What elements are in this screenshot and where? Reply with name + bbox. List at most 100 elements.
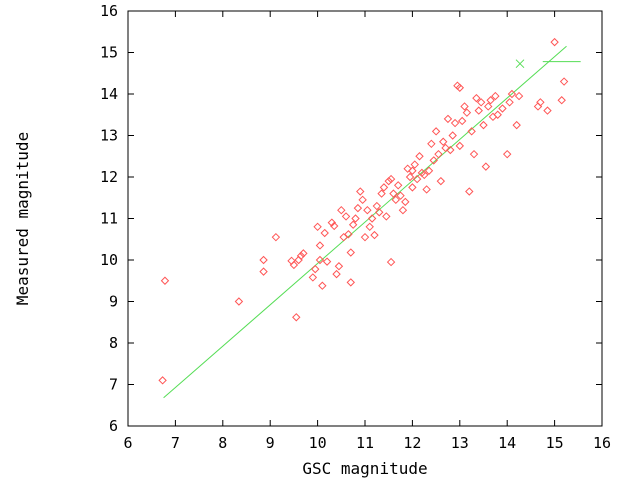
- data-point: [431, 127, 441, 136]
- data-point: [372, 201, 382, 211]
- x-tick-label: 13: [451, 434, 469, 452]
- data-point: [422, 185, 431, 194]
- data-point: [382, 212, 391, 221]
- x-tick-label: 12: [403, 434, 421, 452]
- data-point: [493, 110, 502, 119]
- data-point: [365, 222, 374, 232]
- data-point: [467, 127, 476, 136]
- data-point: [160, 276, 170, 285]
- data-point: [327, 218, 337, 227]
- data-point: [320, 228, 329, 238]
- y-tick-label: 14: [100, 85, 118, 103]
- data-point: [479, 120, 488, 130]
- data-point: [315, 241, 325, 250]
- data-point: [536, 98, 545, 107]
- data-point: [384, 176, 393, 186]
- y-axis-label: Measured magnitude: [13, 132, 32, 305]
- data-point: [441, 143, 450, 153]
- data-point: [476, 98, 486, 107]
- y-tick-label: 16: [100, 2, 118, 20]
- data-point: [559, 77, 569, 86]
- y-tick-label: 12: [100, 168, 118, 186]
- data-point: [351, 214, 360, 223]
- data-point: [450, 118, 460, 128]
- data-point: [446, 145, 455, 155]
- data-point: [318, 281, 327, 290]
- y-tick-label: 7: [109, 376, 118, 394]
- x-tick-label: 6: [123, 434, 132, 452]
- data-point: [339, 232, 348, 242]
- data-point: [486, 96, 495, 105]
- data-point: [491, 91, 500, 101]
- x-tick-label: 8: [218, 434, 227, 452]
- data-point: [443, 114, 453, 124]
- data-point: [460, 102, 469, 111]
- data-point: [415, 152, 424, 161]
- data-point: [429, 156, 438, 165]
- y-tick-label: 6: [109, 417, 118, 435]
- data-point: [405, 172, 415, 182]
- data-point: [457, 116, 467, 126]
- data-point: [455, 141, 465, 151]
- data-point: [292, 313, 301, 322]
- y-tick-label: 8: [109, 334, 118, 352]
- data-point: [271, 232, 281, 242]
- data-point: [348, 220, 358, 229]
- data-point: [488, 112, 498, 122]
- data-point: [408, 183, 417, 192]
- data-point: [363, 205, 372, 215]
- data-point: [412, 174, 422, 184]
- data-point: [367, 214, 377, 223]
- plot-frame: [127, 10, 603, 427]
- data-point: [543, 106, 552, 115]
- data-point: [502, 149, 512, 159]
- data-point: [455, 83, 465, 92]
- data-point: [332, 269, 341, 279]
- y-tick-label: 11: [100, 210, 118, 228]
- data-point: [427, 139, 436, 149]
- data-point: [512, 120, 521, 130]
- data-point: [420, 170, 429, 180]
- data-point: [234, 297, 244, 306]
- data-point: [557, 96, 566, 105]
- data-point: [356, 187, 365, 196]
- data-point: [346, 248, 355, 257]
- data-point: [337, 205, 346, 215]
- data-point: [391, 195, 401, 205]
- data-point: [386, 174, 396, 184]
- data-point: [398, 205, 408, 215]
- x-tick-label: 15: [546, 434, 564, 452]
- data-point: [462, 108, 472, 117]
- data-point: [396, 191, 405, 200]
- y-tick-label: 15: [100, 44, 118, 62]
- data-point: [375, 208, 384, 217]
- data-point: [315, 255, 325, 265]
- data-point: [453, 81, 462, 90]
- data-point: [296, 251, 306, 261]
- data-point: [498, 104, 507, 113]
- data-point: [505, 98, 514, 107]
- data-point: [360, 232, 370, 242]
- data-point: [550, 37, 559, 47]
- data-point: [158, 376, 167, 385]
- x-tick-label: 11: [356, 434, 374, 452]
- data-point: [344, 230, 353, 239]
- y-tick-label: 13: [100, 127, 118, 145]
- data-point: [358, 195, 367, 205]
- data-point: [424, 166, 434, 175]
- data-point: [353, 203, 363, 213]
- x-tick-label: 16: [593, 434, 611, 452]
- data-point: [334, 262, 344, 271]
- data-point: [472, 93, 481, 103]
- data-point: [289, 260, 299, 270]
- data-point: [469, 149, 479, 159]
- x-tick-label: 9: [266, 434, 275, 452]
- data-point: [379, 183, 389, 192]
- data-point: [386, 257, 396, 267]
- fit-line: [163, 45, 567, 399]
- data-point: [474, 106, 483, 115]
- x-tick-label: 7: [171, 434, 180, 452]
- data-point: [436, 176, 446, 186]
- data-point: [403, 164, 412, 173]
